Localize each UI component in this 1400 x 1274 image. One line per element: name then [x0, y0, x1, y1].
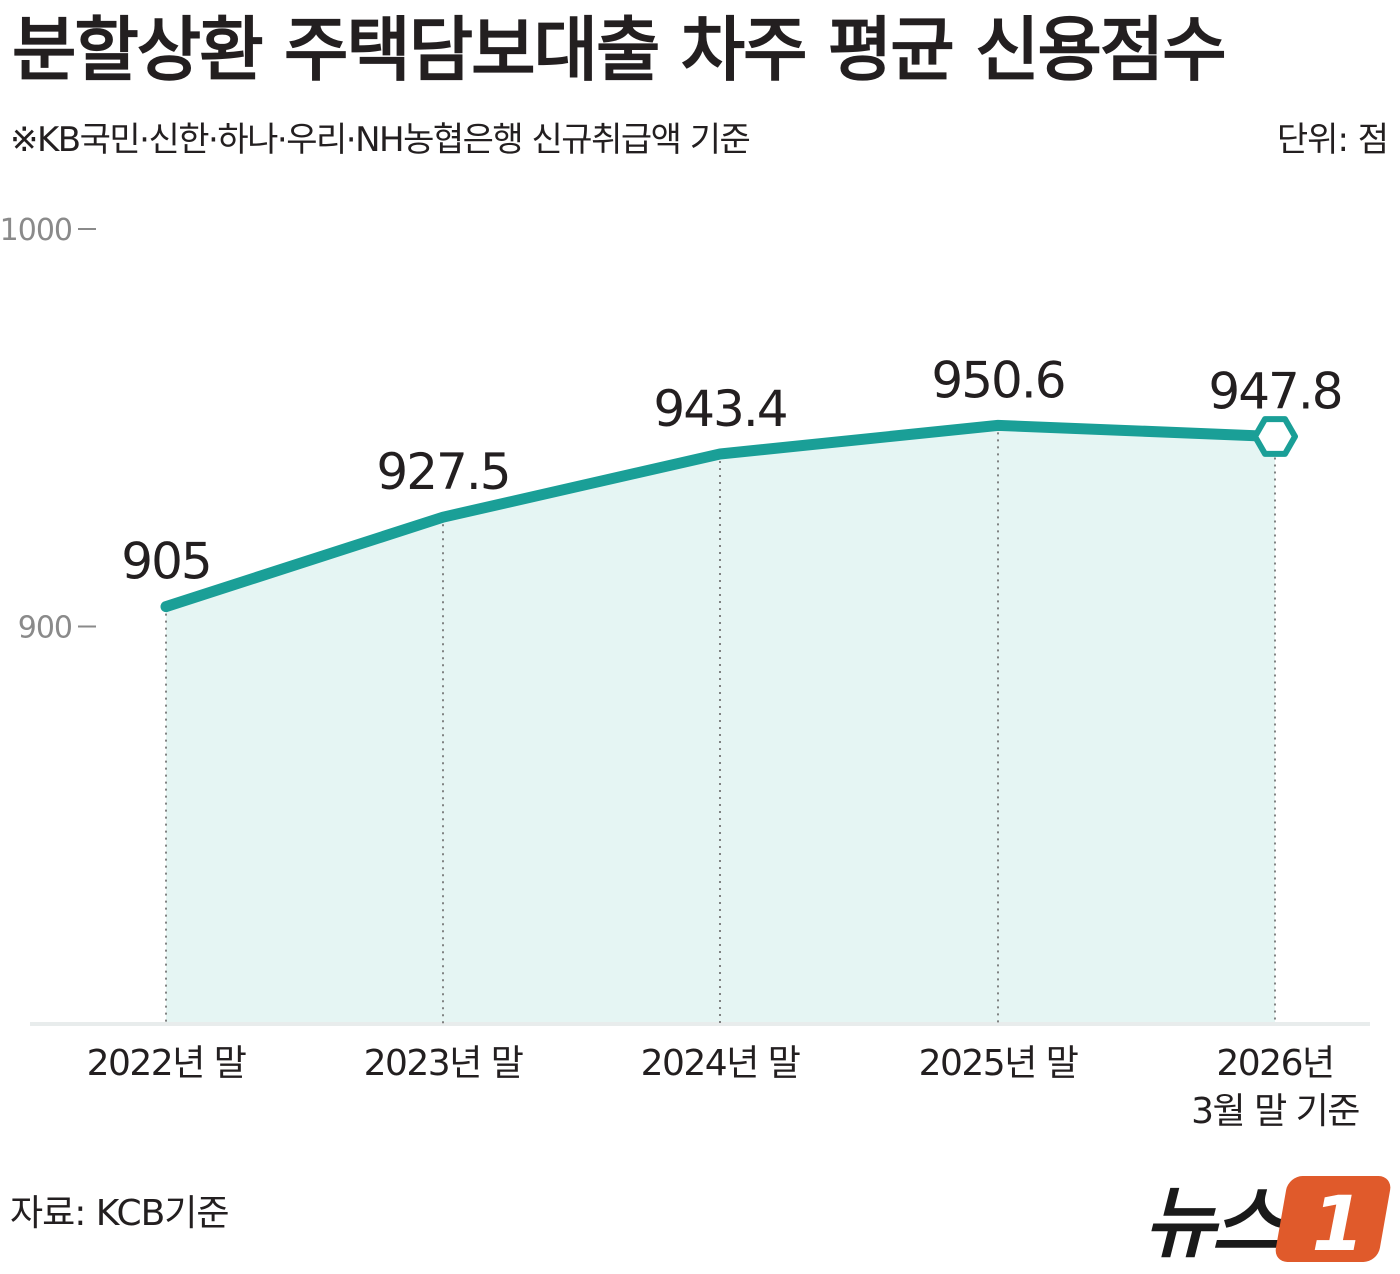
series-line [160, 419, 1281, 613]
baseline [30, 1022, 1370, 1026]
area-fill [166, 425, 1275, 1024]
x-category-label: 2022년 말 [87, 1043, 246, 1084]
x-category-label: 2023년 말 [364, 1043, 523, 1084]
chart-subtitle: ※KB국민·신한·하나·우리·NH농협은행 신규취급액 기준 [10, 120, 751, 160]
data-label: 947.8 [1208, 362, 1341, 420]
x-category-label: 2025년 말 [919, 1043, 1078, 1084]
x-category-label: 2026년 [1216, 1043, 1333, 1084]
unit-label: 단위: 점 [1276, 120, 1389, 160]
x-category-label: 2024년 말 [641, 1043, 800, 1084]
chart-title: 분할상환 주택담보대출 차주 평균 신용점수 [12, 9, 1227, 91]
svg-text:1: 1 [1312, 1179, 1365, 1268]
source-note: 자료: KCB기준 [10, 1193, 230, 1234]
data-label: 927.5 [376, 443, 509, 501]
svg-text:뉴스: 뉴스 [1144, 1179, 1287, 1268]
y-tick-label: 1000 [0, 213, 72, 248]
data-label: 905 [121, 533, 210, 591]
data-label: 943.4 [653, 380, 786, 438]
data-label: 950.6 [931, 351, 1064, 409]
y-tick-label: 900 [18, 611, 72, 646]
x-category-label: 3월 말 기준 [1191, 1091, 1359, 1132]
last-point-marker [1252, 416, 1298, 457]
news1-logo: 뉴스 1 [1144, 1176, 1391, 1268]
